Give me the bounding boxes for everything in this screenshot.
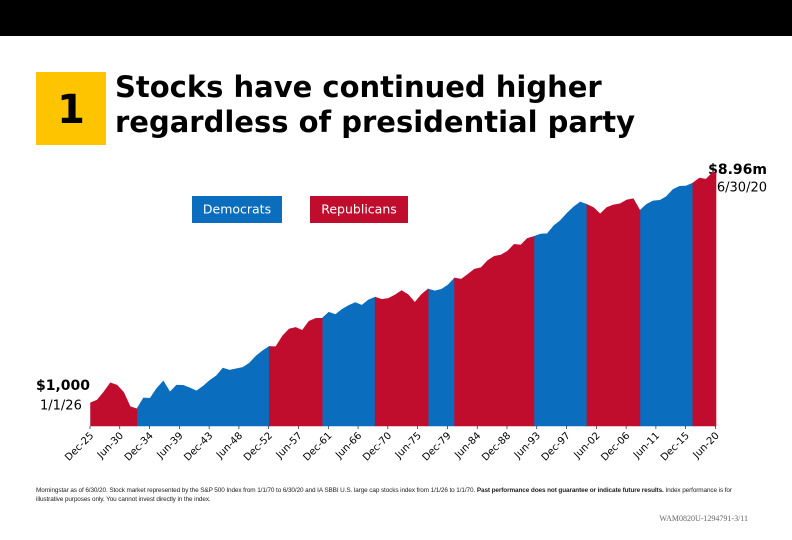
area-segment — [533, 201, 588, 427]
area-segment — [374, 288, 429, 427]
x-tick-label: Jun-66 — [333, 430, 364, 461]
x-tick-label: Dec-97 — [540, 430, 573, 463]
document-code: WAM0820U-1294791-3/11 — [659, 514, 748, 523]
x-tick-label: Jun-75 — [393, 430, 424, 461]
legend-label: Democrats — [203, 202, 271, 217]
title-line: regardless of presidential party — [115, 105, 635, 139]
x-tick-label: Dec-15 — [659, 430, 692, 463]
x-tick-label: Dec-61 — [302, 430, 335, 463]
legend-box — [192, 196, 282, 223]
area-segment — [321, 296, 376, 427]
footnote-text: Index performance is for illustrative pu… — [36, 487, 732, 503]
area-segment — [586, 198, 641, 427]
area-segment — [268, 317, 323, 427]
area-segment — [427, 277, 455, 427]
x-tick-label: Dec-70 — [361, 430, 394, 463]
title-line: Stocks have continued higher — [115, 70, 602, 104]
x-tick-label: Jun-93 — [512, 430, 543, 461]
x-tick-label: Jun-20 — [691, 430, 722, 461]
badge-number: 1 — [57, 87, 85, 133]
area-segment — [639, 182, 694, 427]
x-tick-label: Jun-11 — [631, 430, 662, 461]
x-tick-label: Jun-30 — [95, 430, 126, 461]
top-bar — [0, 0, 792, 36]
x-tick-label: Dec-34 — [123, 430, 156, 463]
area-segment — [136, 345, 270, 427]
footnote: Morningstar as of 6/30/20. Stock market … — [36, 486, 752, 504]
start-date: 1/1/26 — [40, 399, 82, 414]
legend-label: Republicans — [321, 202, 397, 217]
footnote-bold: Past performance does not guarantee or i… — [476, 487, 664, 494]
x-tick-label: Jun-02 — [571, 430, 602, 461]
x-tick-label: Dec-52 — [242, 430, 275, 463]
footnote-text: Morningstar as of 6/30/20. Stock market … — [36, 487, 477, 494]
area-segment — [692, 171, 717, 427]
end-date: 6/30/20 — [717, 181, 767, 196]
legend-box — [310, 196, 408, 223]
x-tick-label: Dec-43 — [182, 430, 215, 463]
x-tick-label: Jun-84 — [452, 430, 483, 461]
badge — [36, 72, 106, 145]
area-segment — [454, 236, 535, 427]
x-tick-label: Jun-57 — [274, 430, 305, 461]
end-value: $8.96m — [708, 162, 767, 178]
x-tick-label: Jun-48 — [214, 430, 245, 461]
x-tick-label: Dec-79 — [421, 430, 454, 463]
start-value: $1,000 — [36, 378, 90, 394]
x-tick-label: Dec-06 — [599, 430, 632, 463]
x-tick-label: Jun-39 — [155, 430, 186, 461]
area-segment — [90, 382, 138, 427]
x-tick-label: Dec-88 — [480, 430, 513, 463]
x-tick-label: Dec-25 — [63, 430, 96, 463]
